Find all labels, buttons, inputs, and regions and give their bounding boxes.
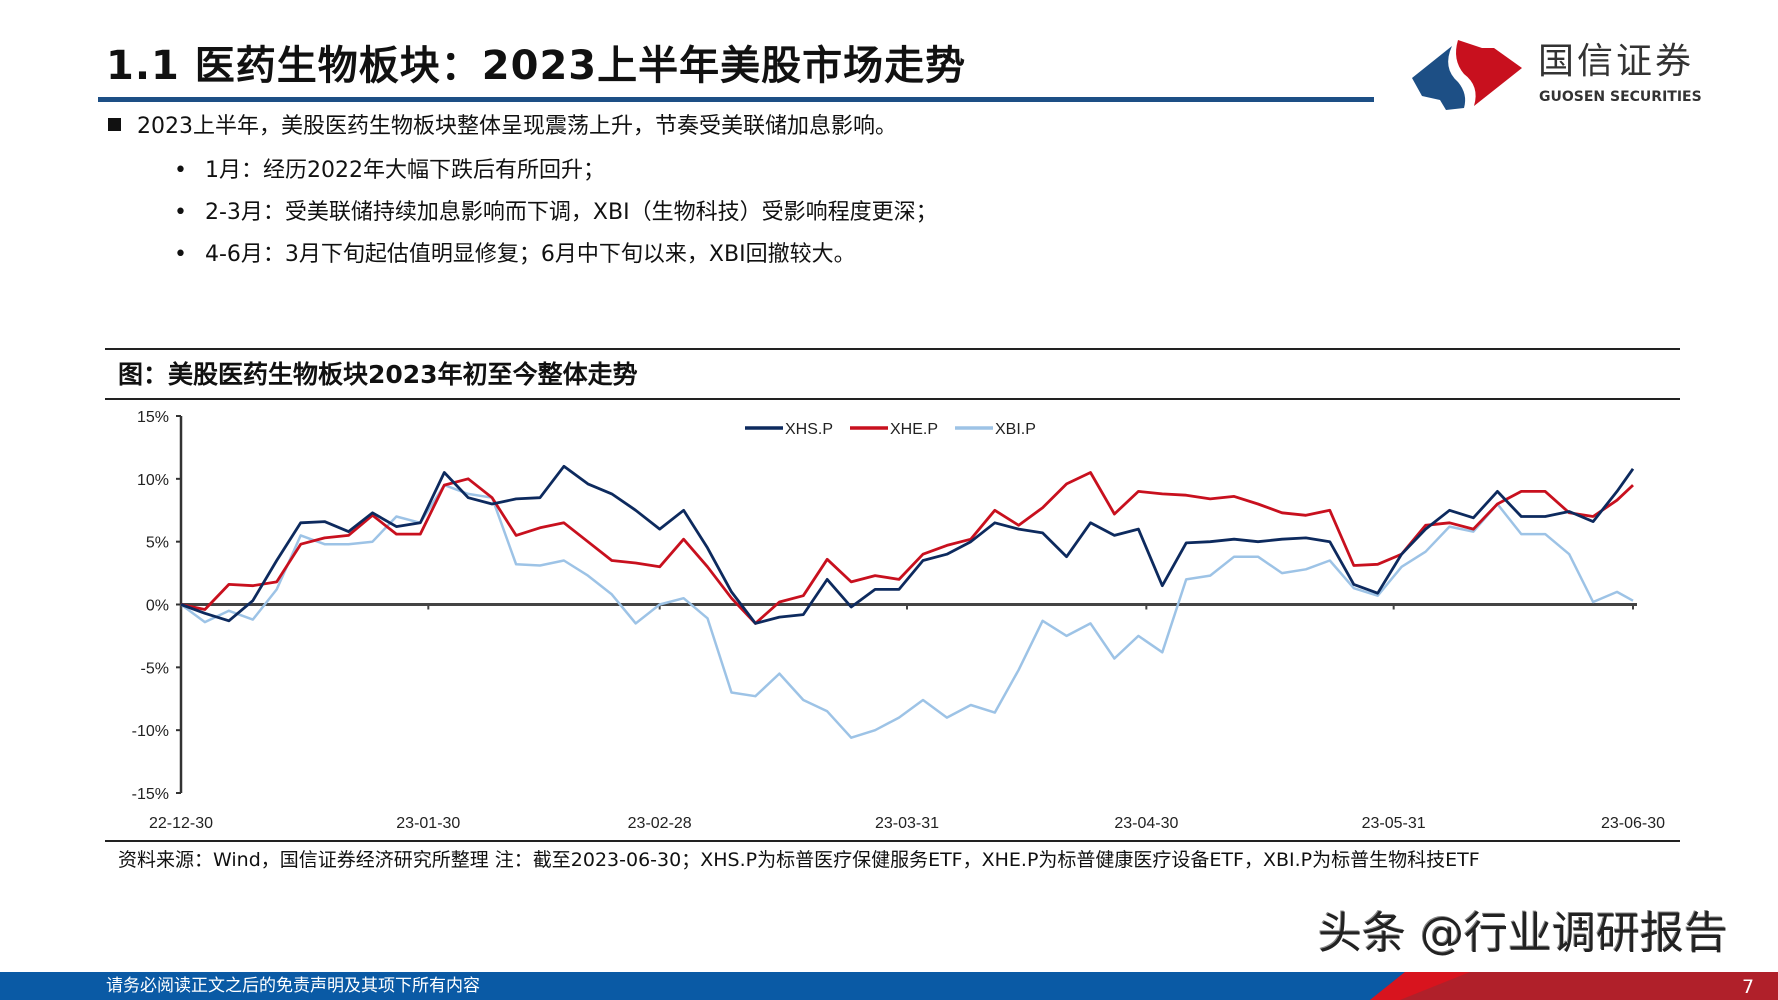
y-axis: 15% 10% 5% 0% -5% -10% -15% <box>132 409 183 803</box>
y-tick-label: 10% <box>137 472 169 489</box>
page-title: 1.1 医药生物板块：2023上半年美股市场走势 <box>106 43 967 89</box>
line-chart: 15% 10% 5% 0% -5% -10% -15% 22-12-30 23-01-30 23… <box>132 409 1665 832</box>
sub-bullet-text: 1月：经历2022年大幅下跌后有所回升； <box>204 158 605 183</box>
source-note: 资料来源：Wind，国信证券经济研究所整理 注：截至2023-06-30；XHS… <box>118 849 1480 871</box>
x-axis: 22-12-30 23-01-30 23-02-28 23-03-31 23-04-30… <box>149 603 1665 832</box>
sub-bullet-text: 2-3月：受美联储持续加息影响而下调，XBI（生物科技）受影响程度更深； <box>204 200 938 225</box>
watermark: 头条 @行业调研报告 <box>1318 908 1728 959</box>
figure-title-rule <box>105 398 1680 400</box>
bullet-main-text: 2023上半年，美股医药生物板块整体呈现震荡上升，节奏受美联储加息影响。 <box>137 114 897 139</box>
series-line-xhe-p <box>180 471 1634 625</box>
footer-disclaimer: 请务必阅读正文之后的免责声明及其项下所有内容 <box>106 976 480 996</box>
dot-bullet-icon: • <box>174 158 187 183</box>
y-tick-label: -10% <box>132 723 169 740</box>
figure-title: 图：美股医药生物板块2023年初至今整体走势 <box>118 360 638 389</box>
y-tick-label: 15% <box>137 409 169 426</box>
x-tick-label: 23-03-31 <box>875 815 939 832</box>
x-tick-label: 22-12-30 <box>149 815 213 832</box>
page-number: 7 <box>1742 976 1755 998</box>
figure-bottom-rule <box>105 840 1680 842</box>
y-tick-label: 0% <box>146 598 169 615</box>
sub-bullet: • 2-3月：受美联储持续加息影响而下调，XBI（生物科技）受影响程度更深； <box>174 200 938 226</box>
legend-label: XBI.P <box>995 421 1036 438</box>
sub-bullet: • 4-6月：3月下旬起估值明显修复；6月中下旬以来，XBI回撤较大。 <box>174 242 856 268</box>
sub-bullet: • 1月：经历2022年大幅下跌后有所回升； <box>174 158 605 184</box>
logo-text-en: GUOSEN SECURITIES <box>1539 89 1702 105</box>
square-bullet-icon <box>108 118 121 131</box>
title-underline <box>98 97 1374 102</box>
bullet-main: 2023上半年，美股医药生物板块整体呈现震荡上升，节奏受美联储加息影响。 <box>108 114 897 140</box>
sub-bullet-text: 4-6月：3月下旬起估值明显修复；6月中下旬以来，XBI回撤较大。 <box>204 242 856 267</box>
dot-bullet-icon: • <box>174 200 187 225</box>
figure-top-rule <box>105 348 1680 350</box>
x-tick-label: 23-05-31 <box>1362 815 1426 832</box>
y-tick-label: 5% <box>146 535 169 552</box>
x-tick-label: 23-01-30 <box>396 815 460 832</box>
legend: XHS.P XHE.P XBI.P <box>745 421 1036 438</box>
footer-bar <box>0 972 1778 1000</box>
series-line-xhs-p <box>180 464 1635 625</box>
x-tick-label: 23-06-30 <box>1601 815 1665 832</box>
legend-label: XHS.P <box>785 421 833 438</box>
logo-text-cn: 国信证券 <box>1538 41 1695 82</box>
series-lines <box>180 464 1635 739</box>
y-tick-label: -5% <box>141 660 169 677</box>
x-tick-label: 23-02-28 <box>628 815 692 832</box>
series-line-xbi-p <box>180 483 1634 739</box>
dot-bullet-icon: • <box>174 242 187 267</box>
guosen-logo-icon <box>1412 40 1522 110</box>
y-tick-label: -15% <box>132 786 169 803</box>
x-tick-label: 23-04-30 <box>1114 815 1178 832</box>
legend-label: XHE.P <box>890 421 938 438</box>
